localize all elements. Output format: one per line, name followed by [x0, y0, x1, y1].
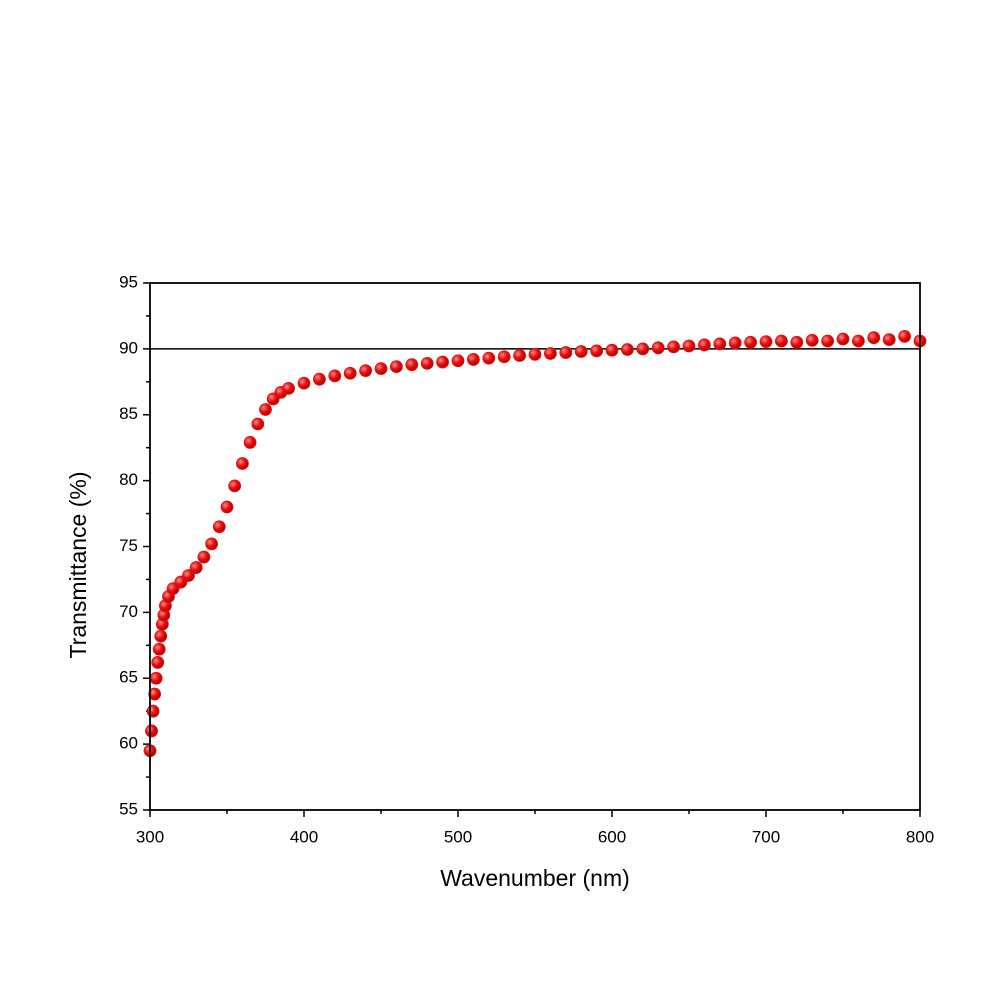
- x-tick-label: 700: [752, 827, 780, 846]
- y-tick-label: 55: [119, 799, 138, 818]
- data-point: [312, 372, 326, 386]
- data-point: [775, 334, 788, 348]
- data-point: [235, 457, 249, 470]
- data-point: [482, 351, 496, 365]
- data-point: [243, 436, 257, 449]
- x-tick-label: 300: [136, 827, 164, 846]
- data-point: [867, 331, 881, 345]
- data-point: [713, 337, 727, 351]
- x-tick-label: 800: [906, 827, 934, 846]
- data-point: [882, 333, 896, 347]
- data-point: [374, 362, 388, 376]
- data-point: [205, 537, 219, 551]
- data-point: [436, 355, 450, 369]
- data-point: [836, 332, 850, 346]
- data-point: [744, 335, 757, 349]
- data-point: [197, 550, 211, 564]
- data-point: [466, 353, 480, 366]
- y-axis-title: Transmittance (%): [65, 471, 91, 658]
- data-point: [149, 671, 163, 685]
- y-tick-label: 95: [119, 272, 138, 291]
- data-point: [574, 345, 588, 358]
- data-point: [667, 340, 680, 354]
- data-point: [805, 333, 819, 347]
- data-point: [698, 338, 711, 352]
- plot-frame: [149, 282, 921, 811]
- data-point: [513, 349, 526, 362]
- data-point: [148, 687, 162, 701]
- data-point: [559, 346, 573, 359]
- data-point: [297, 376, 311, 390]
- data-point: [544, 347, 557, 360]
- data-point: [898, 329, 911, 343]
- data-point: [405, 358, 419, 372]
- x-tick-label: 500: [444, 827, 472, 846]
- data-point: [251, 417, 265, 431]
- data-point: [636, 342, 650, 356]
- data-point: [343, 366, 357, 380]
- data-point: [220, 500, 234, 514]
- data-point: [852, 334, 865, 348]
- y-tick-label: 90: [119, 338, 138, 357]
- data-point: [605, 343, 619, 357]
- data-point: [212, 520, 226, 534]
- data-point: [259, 403, 272, 416]
- data-point: [759, 335, 773, 349]
- y-tick-label: 80: [119, 470, 138, 489]
- data-point: [451, 354, 465, 368]
- data-point: [154, 629, 168, 643]
- y-tick-label: 75: [119, 536, 138, 555]
- data-point: [389, 360, 403, 374]
- data-point: [651, 341, 665, 355]
- data-point: [189, 561, 203, 574]
- data-point: [359, 364, 373, 378]
- data-point: [497, 350, 511, 364]
- y-tick-label: 60: [119, 734, 138, 753]
- y-tick-label: 65: [119, 668, 138, 687]
- x-tick-label: 400: [290, 827, 318, 846]
- x-tick-label: 600: [598, 827, 626, 846]
- data-point: [228, 479, 242, 493]
- y-tick-label: 85: [119, 404, 138, 423]
- data-point: [528, 348, 542, 361]
- data-point: [790, 335, 804, 349]
- x-axis-title: Wavenumber (nm): [440, 865, 630, 891]
- data-point: [151, 656, 165, 669]
- data-point: [145, 724, 158, 738]
- data-point: [328, 369, 342, 383]
- y-tick-label: 70: [119, 602, 138, 621]
- data-point: [590, 344, 603, 358]
- data-point: [682, 339, 696, 353]
- data-point: [420, 356, 434, 370]
- data-point: [282, 381, 296, 395]
- data-point: [821, 334, 834, 348]
- data-point: [182, 569, 195, 582]
- data-point: [152, 642, 166, 656]
- data-point: [728, 336, 742, 350]
- data-point: [621, 343, 634, 356]
- data-point: [146, 704, 160, 718]
